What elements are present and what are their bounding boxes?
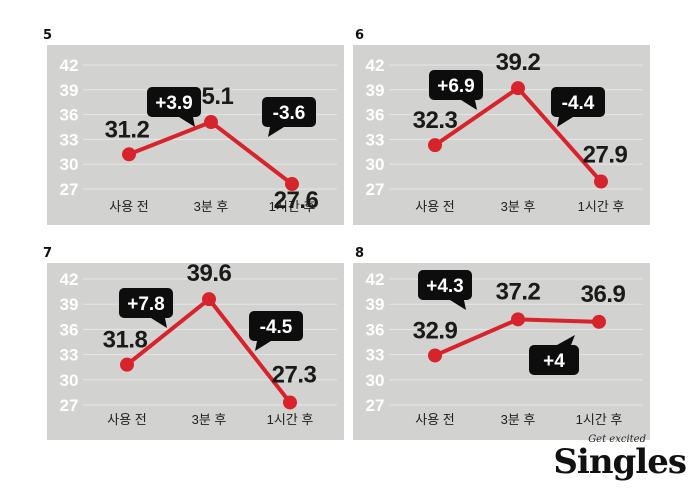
y-tick-label: 27	[366, 180, 385, 199]
callout-box	[249, 311, 303, 341]
y-tick-label: 30	[366, 371, 385, 390]
x-category-label: 3분 후	[192, 412, 227, 427]
data-point	[285, 177, 299, 192]
y-tick-label: 42	[60, 56, 79, 75]
x-category-label: 사용 전	[415, 412, 455, 427]
data-value-label: 31.8	[103, 327, 148, 354]
y-tick-label: 33	[60, 130, 79, 149]
panel-number-8: 8	[355, 246, 365, 261]
y-tick-label: 42	[60, 270, 79, 289]
x-category-label: 3분 후	[501, 199, 536, 214]
callout-box	[147, 87, 201, 117]
data-value-label: 37.2	[496, 278, 541, 305]
data-value-label: 27.9	[583, 142, 628, 169]
callout-box	[429, 70, 483, 100]
data-value-label: 36.9	[581, 281, 626, 308]
callout-label: -3.6	[273, 103, 306, 124]
data-point	[594, 174, 608, 189]
callout-box	[529, 345, 579, 375]
y-tick-label: 30	[60, 371, 79, 390]
data-value-label: 31.2	[105, 116, 150, 143]
callout-tail	[255, 341, 271, 351]
y-tick-label: 39	[366, 81, 385, 100]
callout-label: +4.3	[426, 276, 464, 297]
y-tick-label: 39	[60, 295, 79, 314]
y-tick-label: 33	[366, 130, 385, 149]
data-value-label: 27.3	[272, 361, 317, 388]
x-category-label: 사용 전	[415, 199, 455, 214]
data-point	[202, 292, 216, 307]
callout-tail	[268, 127, 284, 137]
panel-number-7: 7	[43, 246, 53, 261]
y-tick-label: 27	[366, 396, 385, 415]
callout-box	[119, 288, 173, 318]
y-tick-label: 33	[60, 346, 79, 365]
chart-svg-6: 42 39 36 33 30 27 사용 전 3분 후 1시간 후 32.3 39.2 27.9 +6.…	[366, 49, 643, 214]
panel-number-5: 5	[43, 28, 53, 43]
data-value-label: 39.6	[187, 263, 232, 287]
callout-box	[551, 87, 605, 117]
chart-svg-8: 42 39 36 33 30 27 사용 전 3분 후 1시간 후 32.9 37.2 36.9 +4.…	[366, 270, 643, 427]
data-point	[592, 314, 606, 329]
x-category-label: 1시간 후	[267, 412, 314, 427]
brand-logo: Get excited Singles	[536, 434, 687, 486]
y-tick-label: 27	[60, 396, 79, 415]
x-category-label: 1시간 후	[578, 199, 625, 214]
y-tick-label: 42	[366, 56, 385, 75]
y-tick-label: 36	[60, 320, 79, 339]
x-category-label: 3분 후	[501, 412, 536, 427]
series-line	[128, 120, 294, 186]
data-value-label: 32.9	[413, 317, 458, 344]
brand-tagline: Get excited	[588, 434, 646, 445]
callout-box	[418, 270, 472, 300]
data-point	[120, 357, 134, 372]
data-point	[428, 138, 442, 153]
y-tick-label: 39	[60, 81, 79, 100]
data-value-label: 39.2	[496, 49, 541, 76]
callout-tail	[461, 100, 477, 110]
data-point	[511, 81, 525, 96]
callout-box	[262, 97, 316, 127]
y-tick-label: 36	[366, 320, 385, 339]
callout-label: +4	[543, 351, 565, 372]
callout-label: +3.9	[155, 93, 193, 114]
y-tick-label: 33	[366, 346, 385, 365]
x-category-label: 사용 전	[109, 199, 149, 214]
data-value-label: 27.6	[274, 187, 319, 214]
chart-svg-7: 42 39 36 33 30 27 사용 전 3분 후 1시간 후 31.8 39.6 27.3 +7.…	[60, 263, 337, 427]
x-category-label: 1시간 후	[576, 412, 623, 427]
data-point	[511, 312, 525, 327]
callout-tail	[557, 335, 575, 345]
x-category-label: 사용 전	[107, 412, 147, 427]
y-tick-label: 30	[366, 155, 385, 174]
x-category-label: 1시간 후	[269, 199, 316, 214]
callout-tail	[151, 318, 167, 328]
chart-panel-5: 42 39 36 33 30 27 사용 전 3분 후 1시간 후 31.2 35.1 27.6 +3.…	[47, 45, 344, 225]
x-category-label: 3분 후	[194, 199, 229, 214]
y-tick-label: 30	[60, 155, 79, 174]
y-tick-label: 36	[366, 106, 385, 125]
brand-name: Singles	[553, 442, 687, 482]
callout-label: -4.5	[260, 317, 293, 338]
y-tick-label: 39	[366, 295, 385, 314]
data-point	[428, 348, 442, 363]
data-point	[204, 115, 218, 130]
callout-tail	[450, 300, 466, 310]
data-value-label: 32.3	[413, 107, 458, 134]
chart-panel-7: 42 39 36 33 30 27 사용 전 3분 후 1시간 후 31.8 39.6 27.3 +7.…	[47, 263, 344, 440]
chart-panel-8: 42 39 36 33 30 27 사용 전 3분 후 1시간 후 32.9 37.2 36.9 +4.…	[353, 263, 650, 440]
callout-label: -4.4	[562, 93, 595, 114]
callout-tail	[179, 117, 195, 127]
data-point	[283, 395, 297, 410]
callout-label: +7.8	[127, 294, 165, 315]
y-tick-label: 36	[60, 106, 79, 125]
y-tick-label: 27	[60, 180, 79, 199]
callout-tail	[557, 117, 573, 127]
chart-panel-6: 42 39 36 33 30 27 사용 전 3분 후 1시간 후 32.3 39.2 27.9 +6.…	[353, 45, 650, 225]
panel-number-6: 6	[355, 28, 365, 43]
data-point	[122, 147, 136, 162]
callout-label: +6.9	[437, 76, 475, 97]
y-tick-label: 42	[366, 270, 385, 289]
